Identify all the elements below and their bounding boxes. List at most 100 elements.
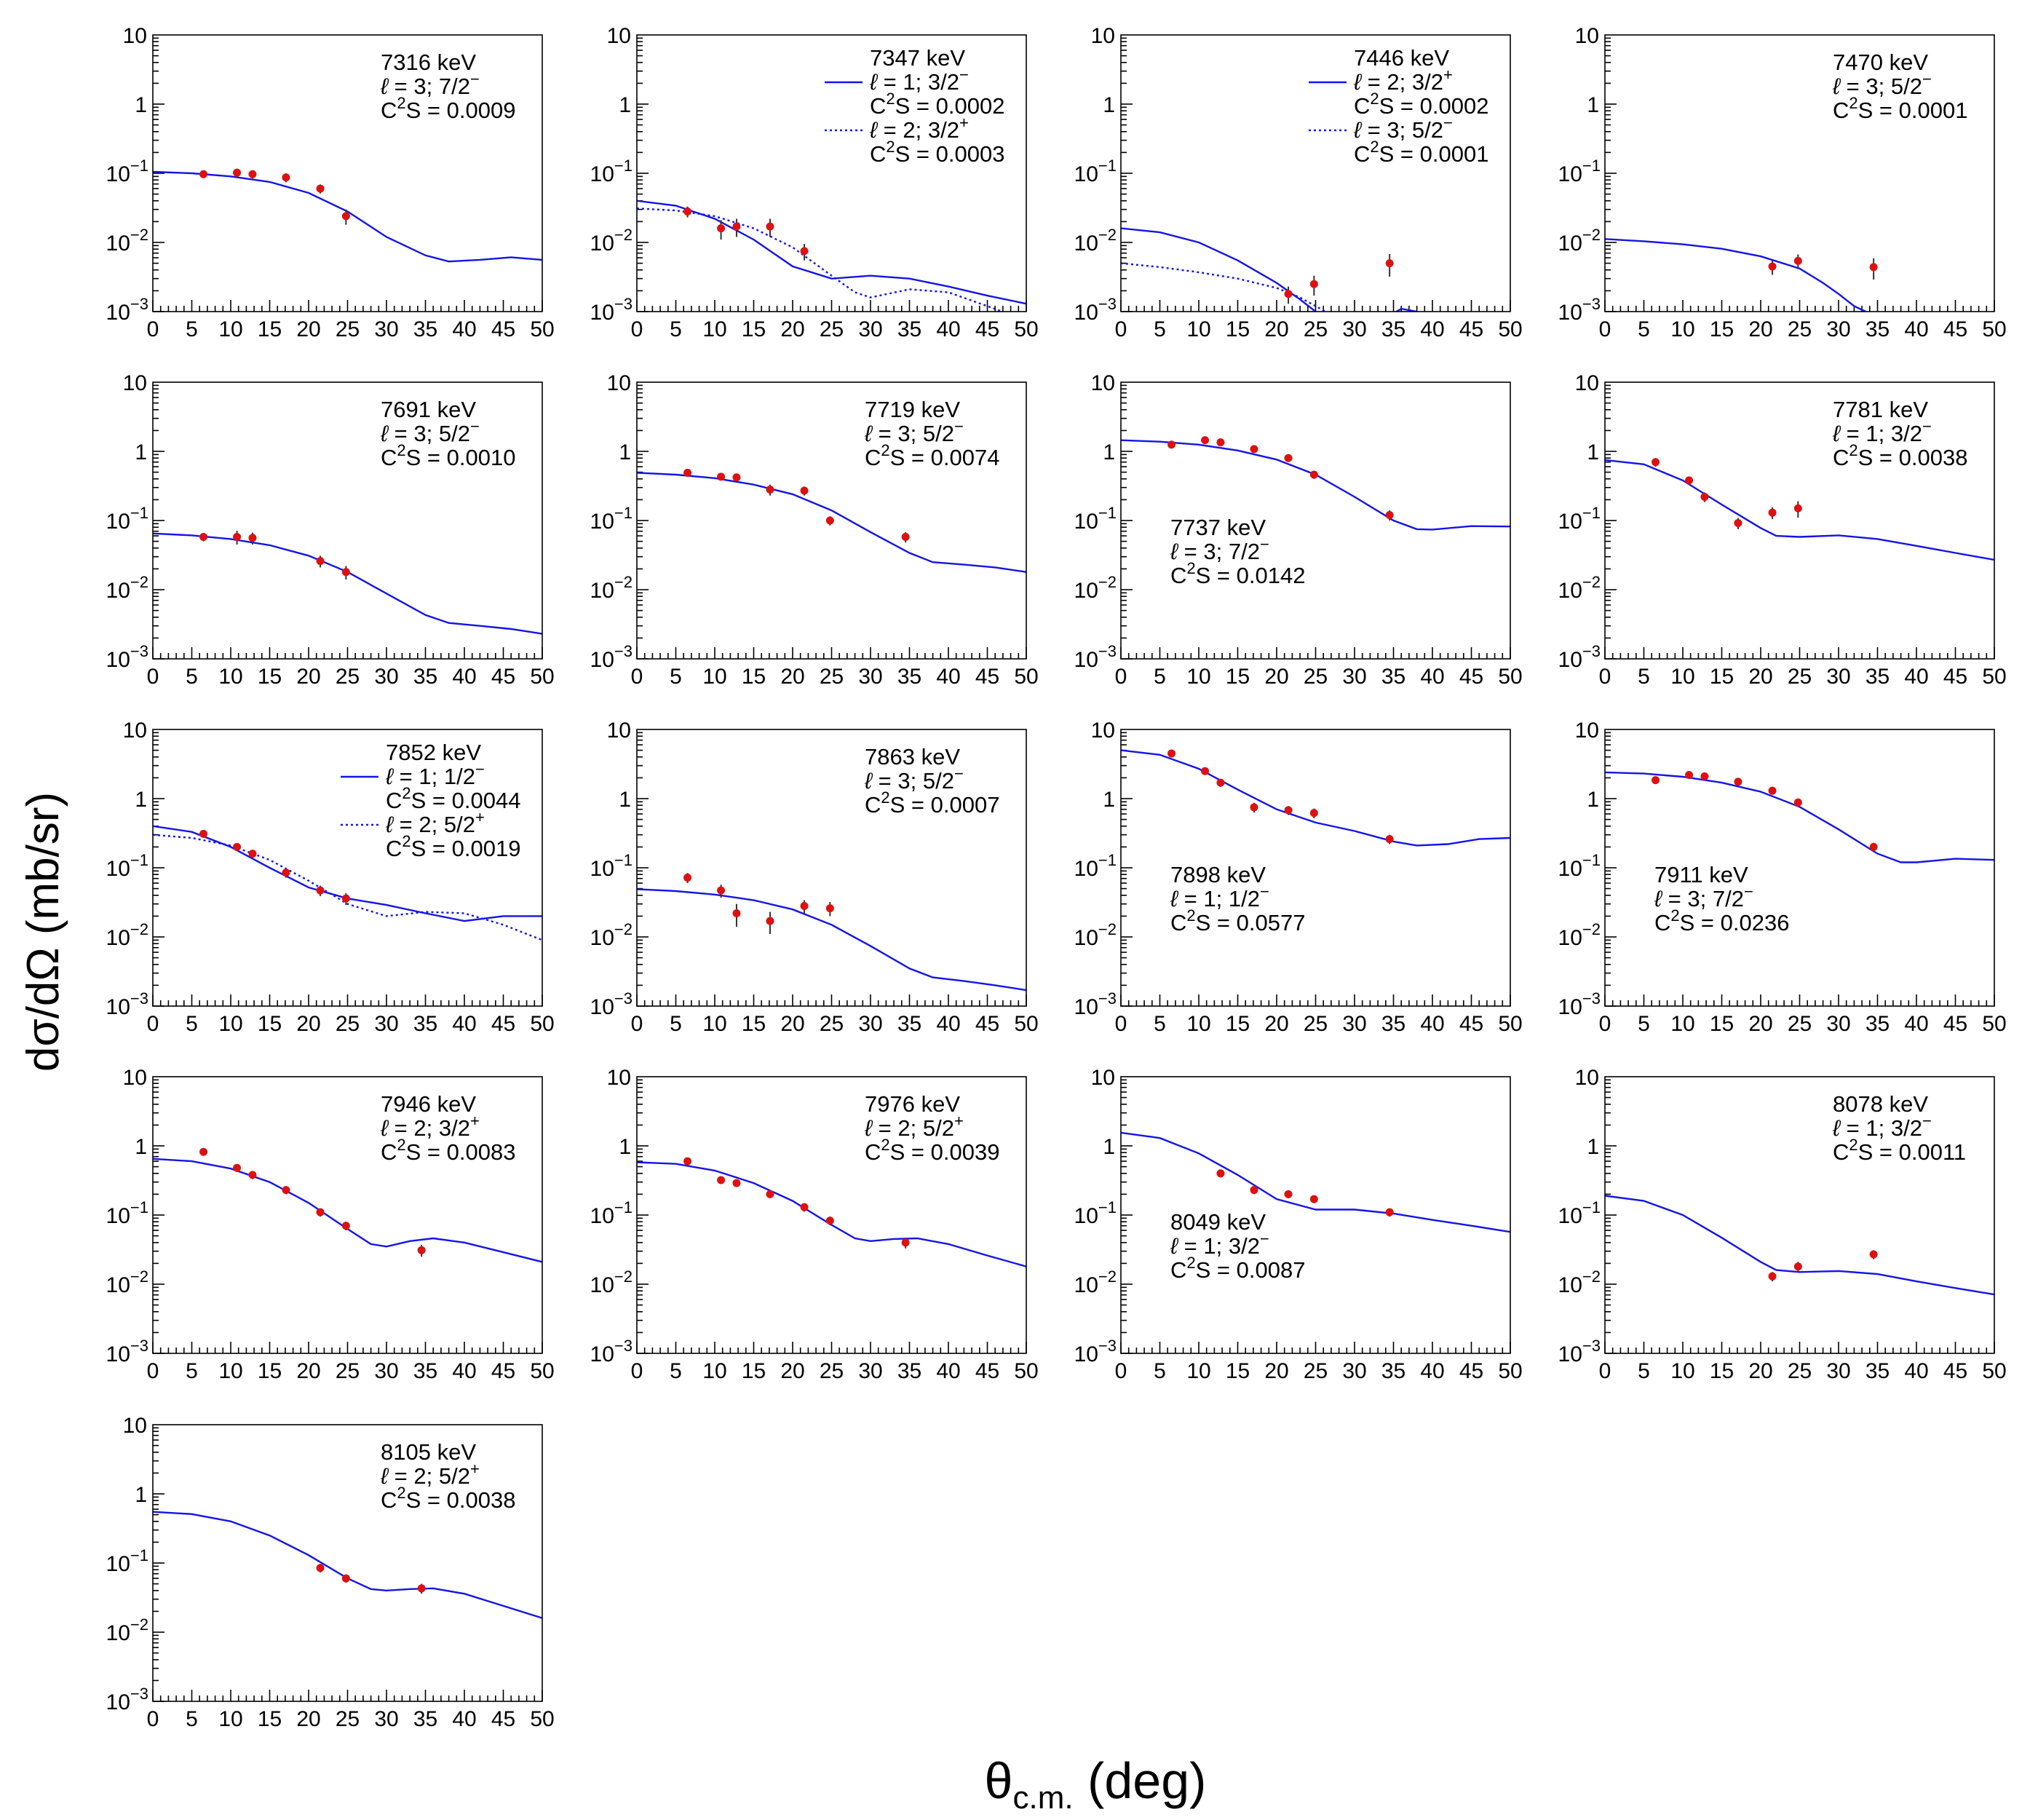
data-point (683, 874, 692, 882)
spin-value: 7/2 (1229, 539, 1260, 564)
y-tick-mantissa: 1 (135, 1483, 147, 1507)
panel-8049-keV: 0 5 10 15 20 25 30 35 40 45 5010110−110−210−38049 … (1074, 1066, 1523, 1383)
c2s-sup: 2 (1849, 1136, 1857, 1154)
x-tick-label: 0 (631, 1359, 643, 1383)
c2s-sup: 2 (881, 441, 889, 459)
x-tick-label: 30 (374, 1012, 398, 1036)
ell-eq: = (877, 117, 903, 143)
x-tick-label: 15 (1710, 1359, 1734, 1383)
y-tick-exponent: −2 (1582, 573, 1601, 591)
x-tick-label: 30 (1826, 1359, 1850, 1383)
y-tick-label: 10−2 (590, 226, 633, 256)
y-tick-label: 10−2 (106, 1267, 148, 1297)
x-tick-label: 20 (1748, 317, 1772, 341)
c2s-value: S = 0.0038 (406, 1487, 516, 1513)
y-tick-mantissa: 1 (1587, 440, 1599, 464)
x-tick-label: 20 (296, 1707, 320, 1731)
curve-l2-dotted (153, 834, 542, 941)
x-tick-label: 30 (858, 1012, 882, 1036)
ell-value: 3 (1387, 117, 1399, 143)
ell-symbol: ℓ (385, 812, 394, 837)
data-point (199, 829, 208, 838)
data-point (1250, 803, 1258, 812)
x-tick-label: 0 (1599, 1359, 1611, 1383)
x-tick-label: 25 (1304, 1012, 1328, 1036)
c2s-label: C2S = 0.0044 (386, 784, 520, 813)
data-point (1216, 778, 1225, 787)
x-tick-label: 30 (1342, 1359, 1366, 1383)
data-point (1869, 263, 1878, 272)
x-tick-label: 10 (702, 317, 726, 341)
y-tick-label: 10−1 (106, 157, 148, 186)
y-tick-exponent: −1 (1582, 1198, 1601, 1216)
x-tick-label: 0 (147, 1012, 159, 1036)
x-tick-label: 50 (1498, 1012, 1522, 1036)
ell-sep: ; (432, 812, 444, 837)
y-tick-exponent: −2 (614, 573, 633, 591)
data-point (732, 1179, 741, 1187)
y-tick-label: 10 (123, 1066, 147, 1090)
x-tick-label: 35 (1381, 317, 1405, 341)
x-tick-label: 20 (1264, 665, 1288, 689)
x-tick-label: 25 (820, 1012, 844, 1036)
ell-eq: = (1178, 1233, 1203, 1259)
x-tick-label: 35 (1865, 1012, 1890, 1036)
c2s-label: C2S = 0.0577 (1170, 906, 1305, 935)
data-point (901, 1238, 910, 1247)
x-tick-label: 45 (975, 1359, 999, 1383)
y-tick-label: 10−3 (1558, 295, 1601, 325)
ell-symbol: ℓ (1832, 1115, 1841, 1141)
panel-frame (1604, 381, 1995, 660)
x-tick-label: 0 (1115, 665, 1127, 689)
y-tick-mantissa: 10 (106, 1621, 130, 1645)
curve-l1-solid (1605, 1195, 1994, 1296)
y-tick-mantissa: 1 (1103, 788, 1115, 812)
x-tick-label: 25 (1304, 665, 1328, 689)
y-tick-label: 1 (135, 788, 147, 812)
parity: + (954, 1112, 964, 1130)
y-tick-label: 10−1 (590, 157, 633, 186)
parity: + (470, 1460, 480, 1478)
ell-value: 2 (413, 1463, 426, 1489)
x-tick-label: 20 (296, 317, 320, 341)
ell-value: 3 (1203, 539, 1216, 564)
y-tick-mantissa: 10 (607, 371, 631, 395)
y-tick-mantissa: 10 (1575, 24, 1599, 48)
x-tick-label: 15 (742, 665, 766, 689)
x-tick-label: 10 (1186, 1359, 1210, 1383)
c2s-label: C2S = 0.0236 (1654, 906, 1789, 935)
data-point (825, 1216, 834, 1225)
c2s-c: C (381, 1487, 397, 1513)
x-tick-label: 10 (218, 665, 242, 689)
y-tick-exponent: −3 (614, 642, 633, 660)
parity: − (1922, 70, 1932, 88)
curve-l3-solid (637, 888, 1026, 992)
data-point (800, 486, 809, 495)
ell-eq: = (1840, 1115, 1865, 1141)
y-tick-label: 10−2 (106, 1615, 148, 1645)
x-tick-label: 35 (1381, 1359, 1405, 1383)
panel-7737-keV: 0 5 10 15 20 25 30 35 40 45 5010110−110−210−37737 … (1074, 371, 1523, 689)
y-tick-label: 10−2 (1074, 1267, 1117, 1297)
x-tick-label: 35 (897, 1359, 921, 1383)
c2s-sup: 2 (397, 441, 405, 459)
y-tick-mantissa: 10 (1074, 1204, 1098, 1228)
data-point (1734, 778, 1742, 786)
c2s-c: C (1654, 910, 1670, 935)
c2s-value: S = 0.0001 (1858, 98, 1968, 123)
panel-frame (1604, 34, 1995, 312)
y-tick-exponent: −2 (1098, 920, 1117, 938)
ell-sep: ; (1700, 886, 1713, 911)
x-tick-label: 50 (530, 1359, 554, 1383)
y-tick-label: 10−1 (1074, 1198, 1117, 1228)
y-tick-exponent: −2 (1098, 226, 1117, 244)
x-tick-label: 20 (780, 1012, 804, 1036)
c2s-sup: 2 (886, 138, 895, 156)
y-tick-mantissa: 10 (106, 510, 130, 534)
y-tick-label: 10−3 (590, 642, 633, 672)
ell-symbol: ℓ (1832, 421, 1841, 446)
energy-label: 8105 keV (381, 1439, 476, 1465)
y-tick-label: 10−1 (106, 1546, 148, 1576)
x-tick-label: 30 (374, 1707, 398, 1731)
ell-sep: ; (1400, 69, 1412, 95)
